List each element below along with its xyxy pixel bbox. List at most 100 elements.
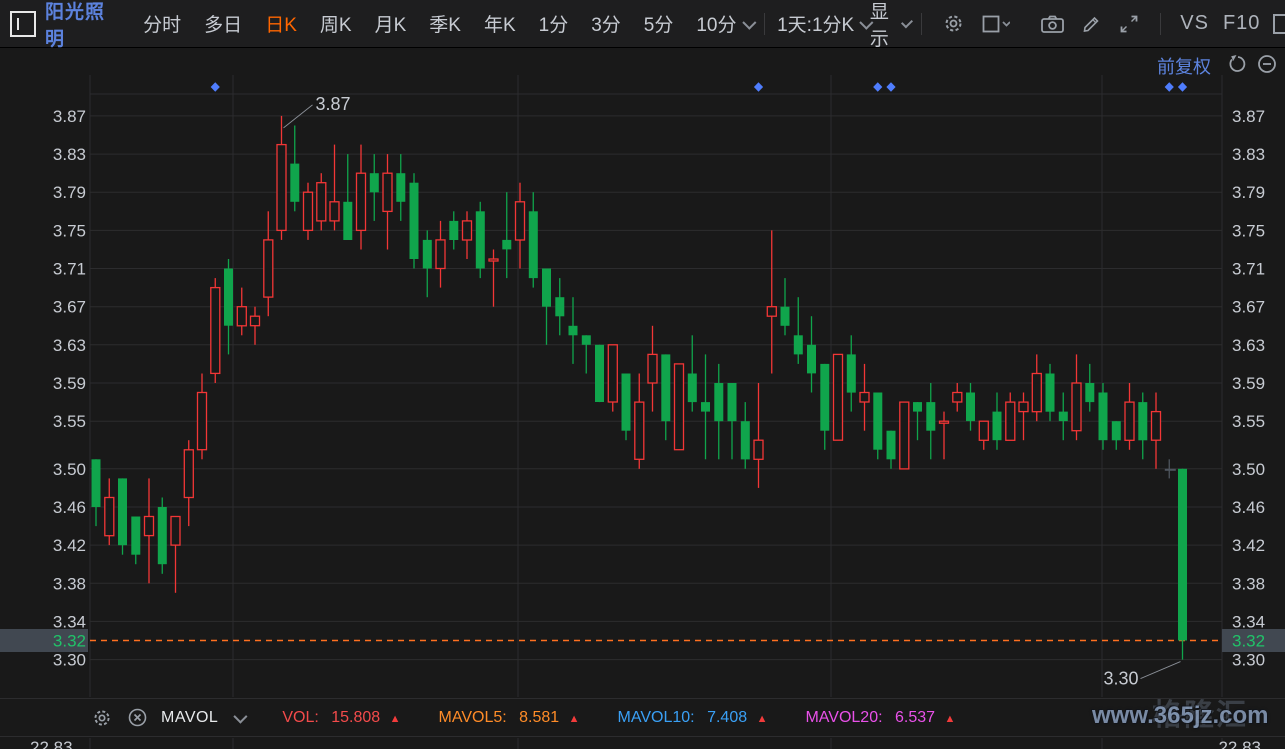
up-triangle-icon: ▲	[389, 712, 401, 725]
y-axis-label: 3.87	[1232, 107, 1265, 126]
candle	[263, 239, 274, 298]
fullscreen-icon[interactable]	[1119, 14, 1139, 34]
low-annotation: 3.30	[1103, 661, 1181, 689]
candle	[409, 182, 419, 259]
candle	[1164, 468, 1176, 471]
tab-3min[interactable]: 3分	[591, 15, 621, 36]
clipped-icon[interactable]	[1273, 13, 1285, 34]
candle	[807, 344, 816, 374]
event-diamond-icon	[753, 82, 764, 92]
y-axis-label: 3.42	[1232, 536, 1265, 555]
y-axis-label: 3.83	[53, 145, 86, 164]
candle	[183, 449, 194, 499]
tab-quarterly-k[interactable]: 季K	[429, 15, 461, 36]
undo-icon[interactable]	[1227, 54, 1247, 79]
candle	[1058, 411, 1068, 422]
candle	[899, 401, 910, 470]
y-axis-label: 3.46	[1232, 498, 1265, 517]
candle	[382, 172, 393, 213]
y-axis-label: 3.38	[53, 574, 86, 593]
y-axis-label: 3.71	[53, 260, 86, 279]
candle	[396, 173, 406, 202]
y-axis-label: 3.50	[1232, 460, 1265, 479]
gear-icon[interactable]	[943, 13, 964, 34]
candle	[647, 353, 658, 384]
app-logo-icon[interactable]	[10, 10, 36, 37]
y-axis-label: 3.59	[53, 374, 86, 393]
chevron-down-icon[interactable]	[233, 709, 248, 724]
tab-5min[interactable]: 5分	[643, 15, 674, 36]
candle	[846, 354, 856, 393]
candle	[316, 182, 327, 222]
mavol20-readout: MAVOL20: 6.537 ▲	[805, 708, 956, 726]
adjust-mode-label[interactable]: 前复权	[1157, 57, 1211, 77]
candle	[753, 439, 764, 460]
candle	[1005, 401, 1016, 441]
candle	[568, 325, 578, 336]
y-axis-label: 3.63	[1232, 336, 1265, 355]
tab-weekly-k[interactable]: 周K	[319, 15, 352, 36]
candle	[1085, 383, 1095, 403]
candle	[952, 391, 963, 403]
y-axis-label: 3.71	[1232, 260, 1265, 279]
pencil-icon[interactable]	[1082, 14, 1101, 33]
display-menu[interactable]: 显示	[869, 1, 889, 50]
y-axis-label: 3.55	[53, 412, 86, 431]
divider	[921, 12, 923, 35]
vs-button[interactable]: VS	[1180, 12, 1209, 34]
tab-duori[interactable]: 多日	[204, 15, 243, 36]
candle	[131, 516, 141, 555]
camera-icon[interactable]	[1041, 15, 1065, 33]
candle	[1071, 382, 1082, 432]
svg-text:3.32: 3.32	[53, 632, 86, 651]
candle	[701, 402, 710, 412]
candle	[1045, 373, 1055, 412]
tab-yearly-k[interactable]: 年K	[483, 15, 516, 36]
tab-fenshi[interactable]: 分时	[143, 15, 182, 36]
candle	[236, 306, 247, 327]
candle	[435, 239, 446, 270]
collapse-icon[interactable]	[1257, 54, 1277, 79]
period-selector[interactable]: 1天:1分K	[777, 15, 855, 36]
event-diamond-icon	[210, 82, 220, 92]
tab-1min[interactable]: 1分	[538, 15, 569, 36]
indicator-name[interactable]: MAVOL	[161, 708, 219, 726]
candle	[1031, 372, 1042, 413]
candle	[355, 172, 367, 232]
candle	[581, 335, 591, 345]
tab-monthly-k[interactable]: 月K	[374, 15, 407, 36]
candle	[621, 373, 631, 431]
candle	[542, 268, 551, 307]
candle	[780, 306, 790, 326]
y-axis-label: 3.59	[1232, 374, 1265, 393]
tab-10min[interactable]: 10分	[696, 15, 737, 36]
y-axis-label: 3.83	[1232, 145, 1265, 164]
candles-layer	[91, 115, 1187, 660]
indicator-settings-gear-icon[interactable]	[92, 708, 112, 728]
candle	[488, 258, 499, 262]
candle	[687, 373, 697, 403]
chevron-down-icon[interactable]	[900, 15, 914, 29]
tab-daily-k[interactable]: 日K	[265, 15, 297, 36]
close-indicator-icon[interactable]	[128, 708, 147, 727]
chevron-down-icon[interactable]	[741, 15, 756, 30]
candle	[766, 306, 777, 317]
candle	[1178, 468, 1187, 641]
candle	[661, 354, 671, 422]
candle	[422, 239, 432, 269]
event-markers[interactable]	[210, 82, 1188, 92]
candle	[873, 392, 883, 450]
vol-readout: VOL: 15.808 ▲	[282, 708, 401, 726]
candle	[118, 478, 127, 546]
f10-button[interactable]: F10	[1222, 12, 1261, 34]
candle	[143, 515, 155, 537]
y-axis-label: 3.79	[1232, 183, 1265, 202]
candle	[595, 344, 604, 402]
candle	[224, 268, 233, 326]
y-axis-label: 3.42	[53, 536, 86, 555]
candle	[992, 411, 1002, 441]
candle	[978, 420, 989, 441]
up-triangle-icon: ▲	[568, 712, 580, 725]
chart-style-icon[interactable]	[982, 15, 1011, 33]
